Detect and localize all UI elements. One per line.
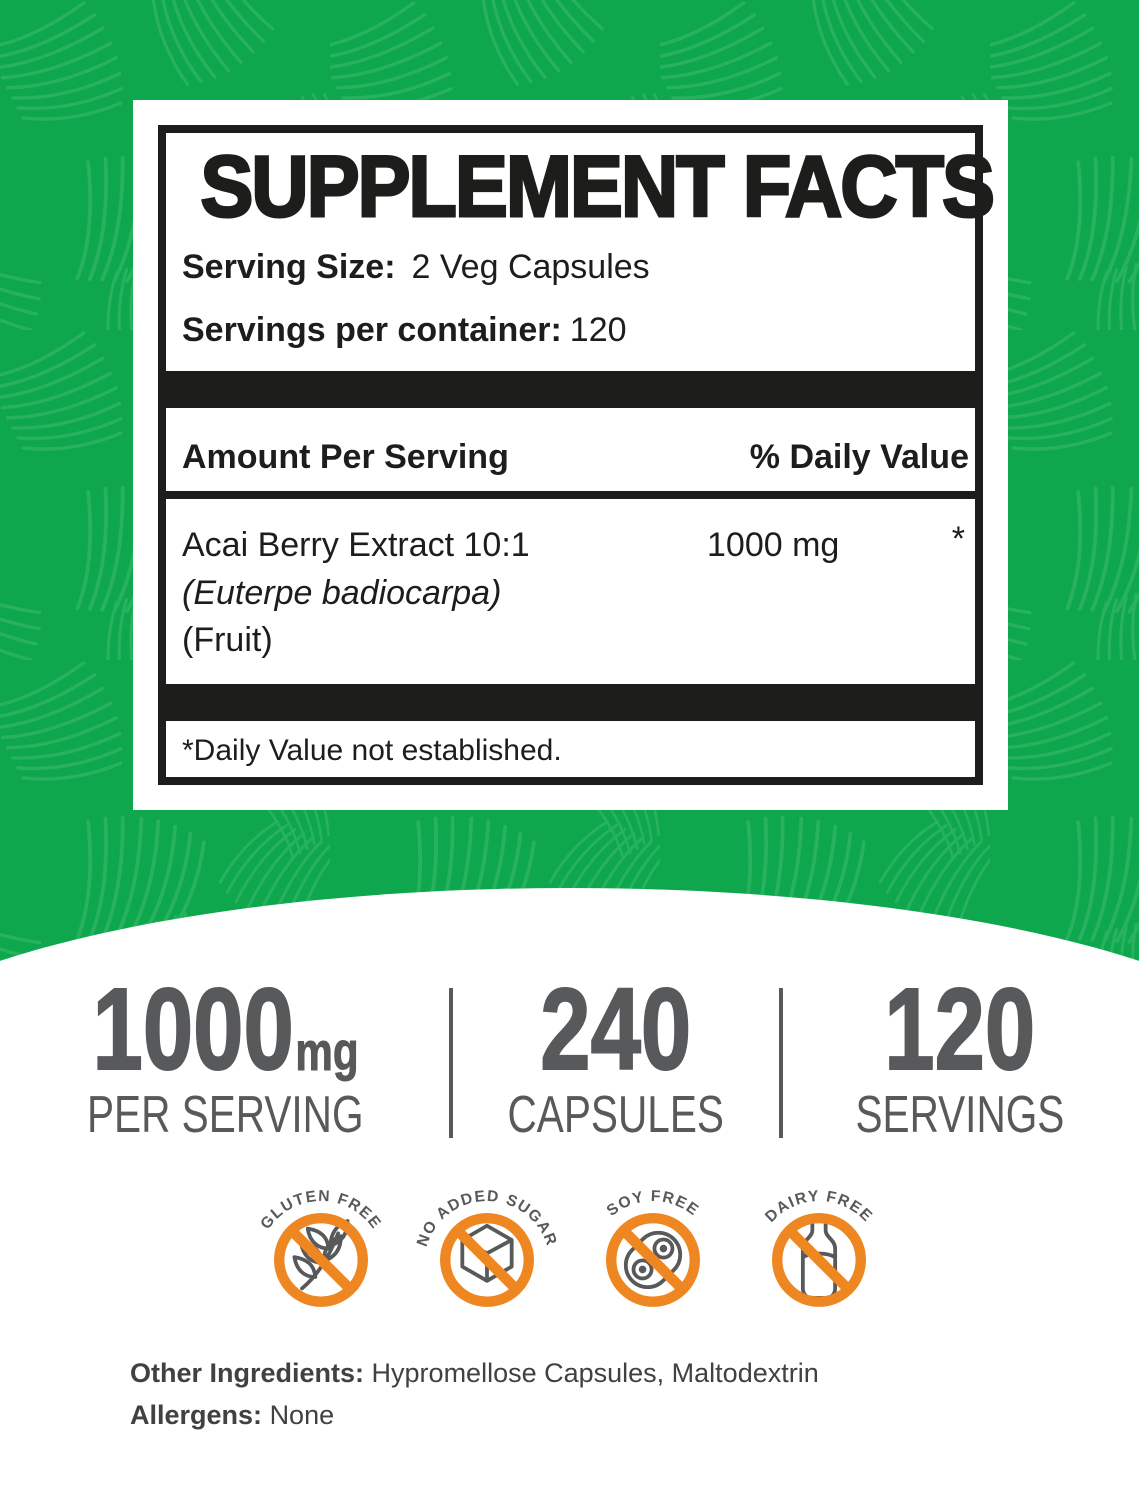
stat-label: SERVINGS bbox=[855, 1085, 1065, 1144]
section-divider-bar bbox=[166, 683, 975, 721]
stat-divider bbox=[449, 988, 453, 1138]
prohibited-slash bbox=[785, 1226, 852, 1294]
supplement-facts-panel: SUPPLEMENT FACTS Serving Size: 2 Veg Caps… bbox=[133, 100, 1008, 810]
bottom-ingredients-block: Other Ingredients: Hypromellose Capsules… bbox=[130, 1352, 819, 1436]
prohibited-ring bbox=[273, 1212, 368, 1307]
stat-value: 1000 bbox=[92, 964, 295, 1094]
gluten-free-badge: GLUTEN FREE bbox=[245, 1165, 397, 1315]
daily-value-footnote: *Daily Value not established. bbox=[182, 733, 562, 767]
stat-per-serving: 1000 mg PER SERVING bbox=[0, 964, 451, 1146]
curved-section-divider bbox=[0, 888, 1139, 1500]
daily-value-header: % Daily Value bbox=[749, 437, 969, 476]
servings-per-container-row: Servings per container: 120 bbox=[166, 312, 975, 348]
allergens-label: Allergens: bbox=[130, 1400, 263, 1430]
section-divider-bar bbox=[166, 370, 975, 408]
stat-label: CAPSULES bbox=[507, 1085, 725, 1144]
svg-text:GLUTEN FREE: GLUTEN FREE bbox=[257, 1188, 384, 1233]
amount-header-row: Amount Per Serving % Daily Value bbox=[166, 439, 975, 475]
ingredient-daily-value: * bbox=[951, 519, 965, 558]
stat-value: 240 bbox=[540, 964, 693, 1094]
stat-unit: mg bbox=[295, 1021, 359, 1082]
allergens-line: Allergens: None bbox=[130, 1394, 819, 1436]
ingredient-amount: 1000 mg bbox=[707, 525, 840, 564]
amount-per-serving-header: Amount Per Serving bbox=[182, 437, 509, 476]
other-ingredients-label: Other Ingredients: bbox=[130, 1358, 365, 1388]
header-rule bbox=[166, 490, 975, 499]
ingredient-name: Acai Berry Extract 10:1 bbox=[182, 525, 530, 564]
serving-size-row: Serving Size: 2 Veg Capsules bbox=[166, 249, 975, 285]
prohibited-slash bbox=[287, 1226, 354, 1294]
stat-value: 120 bbox=[884, 964, 1037, 1094]
stats-row: 1000 mg PER SERVING 240 CAPSULES 120 SER… bbox=[0, 964, 1139, 1146]
stat-label: PER SERVING bbox=[87, 1085, 364, 1144]
facts-box-border: SUPPLEMENT FACTS Serving Size: 2 Veg Caps… bbox=[158, 125, 996, 785]
prohibited-ring bbox=[771, 1212, 866, 1307]
stat-capsules: 240 CAPSULES bbox=[451, 964, 781, 1146]
serving-size-value: 2 Veg Capsules bbox=[411, 247, 650, 286]
free-from-badges-row: GLUTEN FREE NO ADDED SUGAR bbox=[0, 1165, 1139, 1315]
prohibited-slash bbox=[453, 1226, 520, 1294]
stat-servings: 120 SERVINGS bbox=[781, 964, 1139, 1146]
panel-title: SUPPLEMENT FACTS bbox=[166, 143, 996, 232]
other-ingredients-line: Other Ingredients: Hypromellose Capsules… bbox=[130, 1352, 819, 1394]
ingredient-row: Acai Berry Extract 10:1 1000 mg * (Euter… bbox=[166, 521, 975, 659]
badge-label: GLUTEN FREE bbox=[257, 1188, 383, 1233]
servings-value: 120 bbox=[569, 310, 627, 349]
prohibited-ring bbox=[605, 1212, 700, 1307]
prohibited-ring bbox=[439, 1212, 534, 1307]
prohibited-slash bbox=[619, 1226, 686, 1294]
ingredient-plant-part: (Fruit) bbox=[182, 620, 273, 659]
serving-size-label: Serving Size: bbox=[182, 247, 396, 286]
soy-free-badge: SOY FREE bbox=[577, 1165, 729, 1315]
allergens-value: None bbox=[269, 1400, 335, 1430]
wheat-icon bbox=[292, 1219, 349, 1291]
ingredient-latin-name: (Euterpe badiocarpa) bbox=[182, 573, 502, 612]
dairy-free-badge: DAIRY FREE bbox=[743, 1165, 895, 1315]
servings-label: Servings per container: bbox=[182, 310, 562, 349]
other-ingredients-value: Hypromellose Capsules, Maltodextrin bbox=[371, 1358, 819, 1388]
stat-divider bbox=[779, 988, 783, 1138]
panel-title-text: SUPPLEMENT FACTS bbox=[199, 139, 996, 235]
no-added-sugar-badge: NO ADDED SUGAR bbox=[411, 1165, 563, 1315]
